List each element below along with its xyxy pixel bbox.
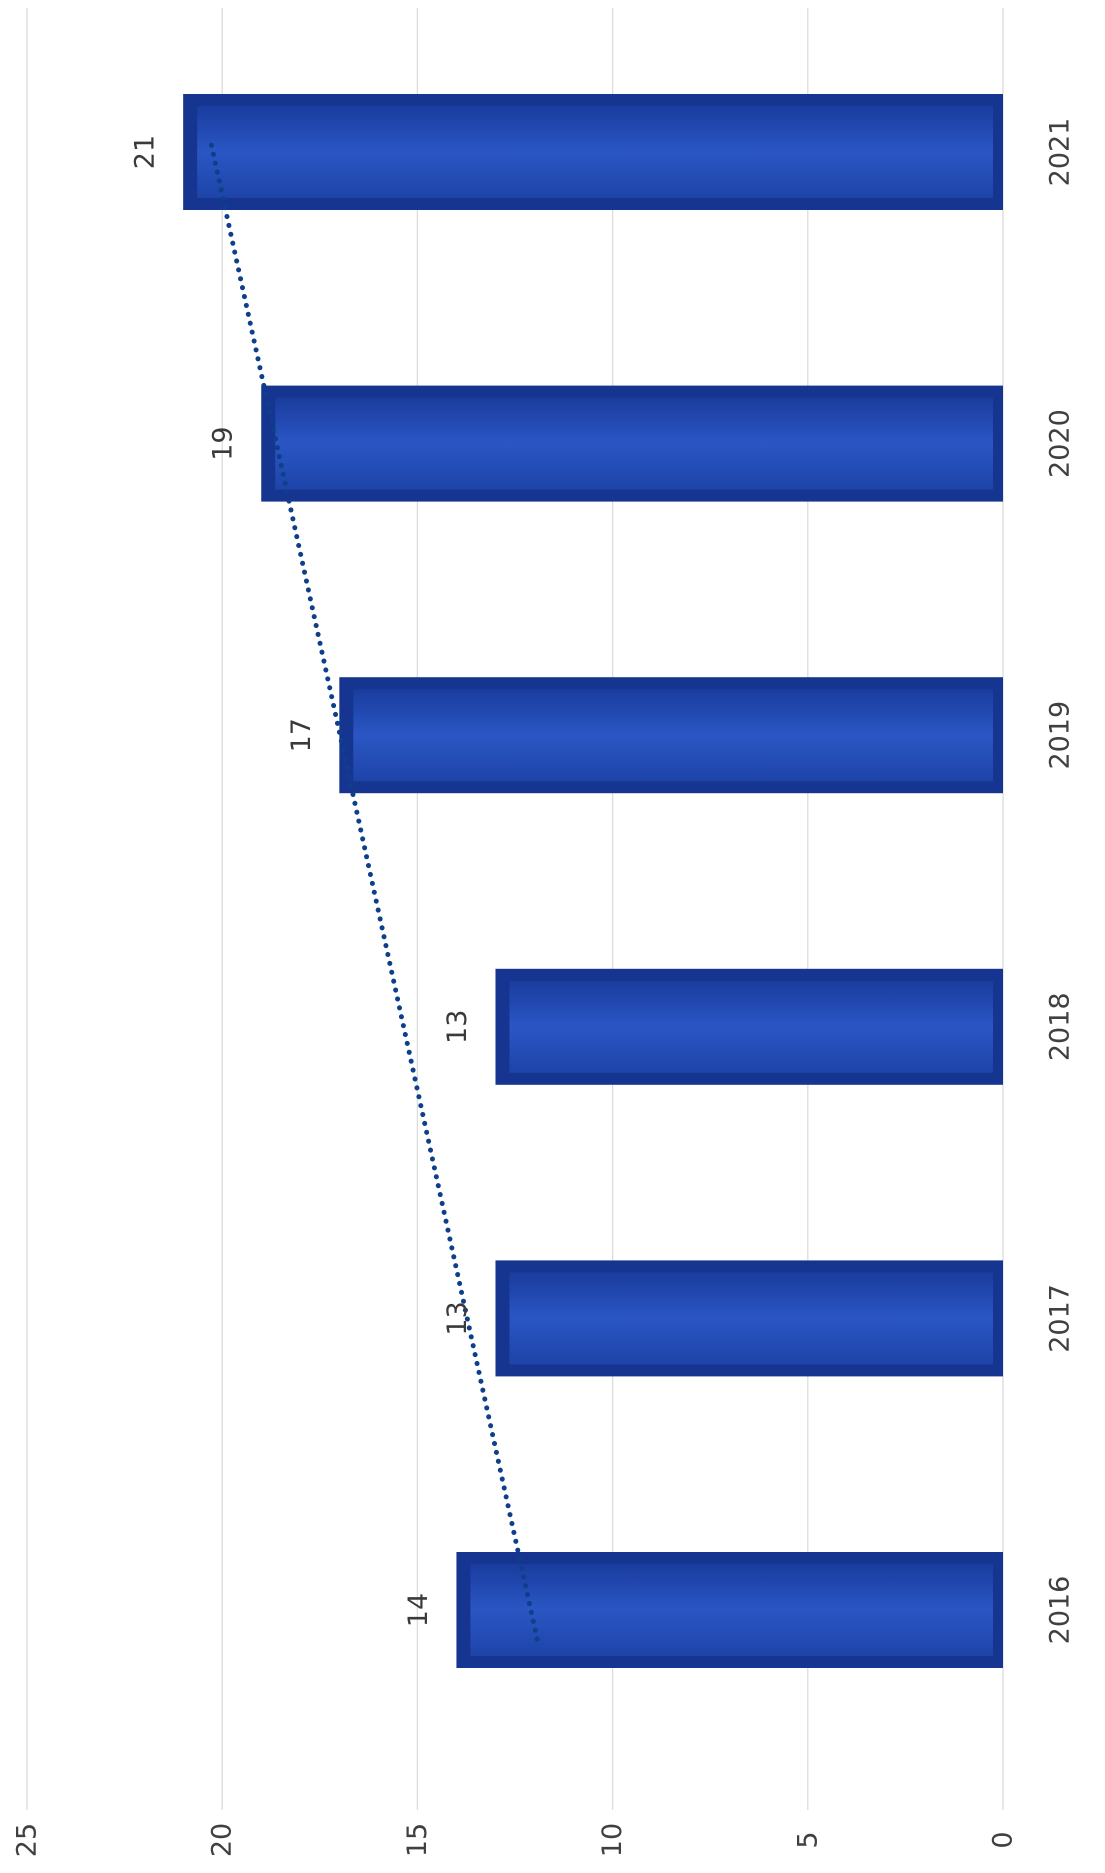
value-tick-label: 5 [792, 1831, 823, 1848]
bar-2020 [261, 385, 1003, 502]
data-label: 13 [442, 1301, 473, 1335]
data-label: 13 [442, 1010, 473, 1044]
bar-2021-face [197, 106, 993, 198]
labels: 0 5 10 15 20 25 2016 14 2017 13 2018 13 2019 17 2020 19… [12, 118, 1076, 1858]
bar-2017-face [509, 1272, 993, 1365]
gridlines [26, 8, 1004, 1810]
value-tick-label: 20 [207, 1823, 238, 1857]
bar-2019 [339, 677, 1003, 794]
bar-2018-face [509, 980, 993, 1073]
bar-2019-face [353, 689, 993, 782]
data-label: 21 [130, 135, 161, 169]
value-tick-label: 15 [402, 1823, 433, 1857]
category-label: 2018 [1045, 992, 1076, 1061]
category-label: 2021 [1045, 118, 1076, 187]
category-label: 2016 [1045, 1576, 1076, 1645]
trendline-dotted [207, 134, 540, 1642]
category-label: 2019 [1045, 701, 1076, 770]
data-label: 14 [403, 1593, 434, 1627]
data-label: 19 [208, 426, 239, 460]
bar-2017 [495, 1260, 1003, 1377]
bar-2020-face [275, 397, 993, 490]
bar-2016-face [470, 1564, 993, 1656]
value-tick-label: 10 [597, 1823, 628, 1857]
category-label: 2017 [1045, 1284, 1076, 1353]
value-tick-label: 0 [988, 1831, 1019, 1848]
data-label: 17 [286, 718, 317, 752]
trendline [207, 134, 540, 1642]
bar-2018 [495, 968, 1003, 1085]
bar-2021 [183, 94, 1003, 210]
bar-2016 [456, 1552, 1003, 1668]
bars [183, 94, 1003, 1668]
category-label: 2020 [1045, 409, 1076, 478]
value-tick-label: 25 [12, 1823, 43, 1857]
